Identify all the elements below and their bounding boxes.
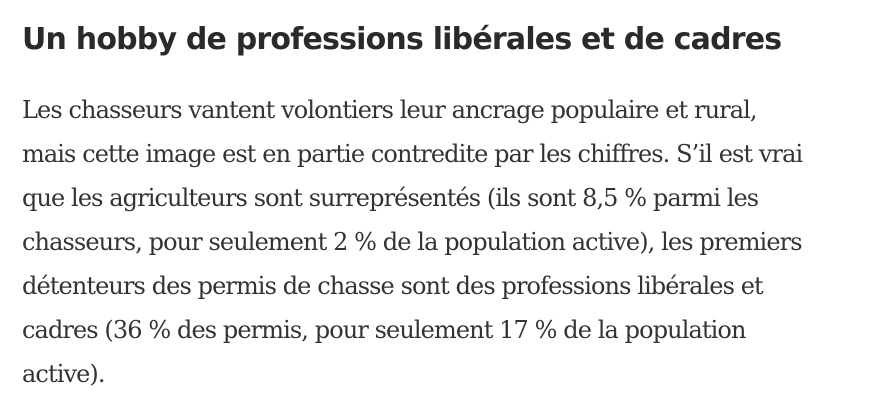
paragraph-line: chasseurs, pour seulement 2 % de la popu… <box>22 228 803 256</box>
article-section: Un hobby de professions libérales et de … <box>22 0 882 396</box>
paragraph-line: Les chasseurs vantent volontiers leur an… <box>22 96 758 124</box>
paragraph-line: que les agriculteurs sont surreprésentés… <box>22 184 759 212</box>
paragraph-line: mais cette image est en partie contredit… <box>22 140 803 168</box>
section-heading: Un hobby de professions libérales et de … <box>22 22 782 57</box>
paragraph-line: cadres (36 % des permis, pour seulement … <box>22 316 746 344</box>
paragraph-line: détenteurs des permis de chasse sont des… <box>22 272 764 300</box>
paragraph-line: active). <box>22 360 106 388</box>
body-paragraph: Les chasseurs vantent volontiers leur an… <box>22 88 882 396</box>
